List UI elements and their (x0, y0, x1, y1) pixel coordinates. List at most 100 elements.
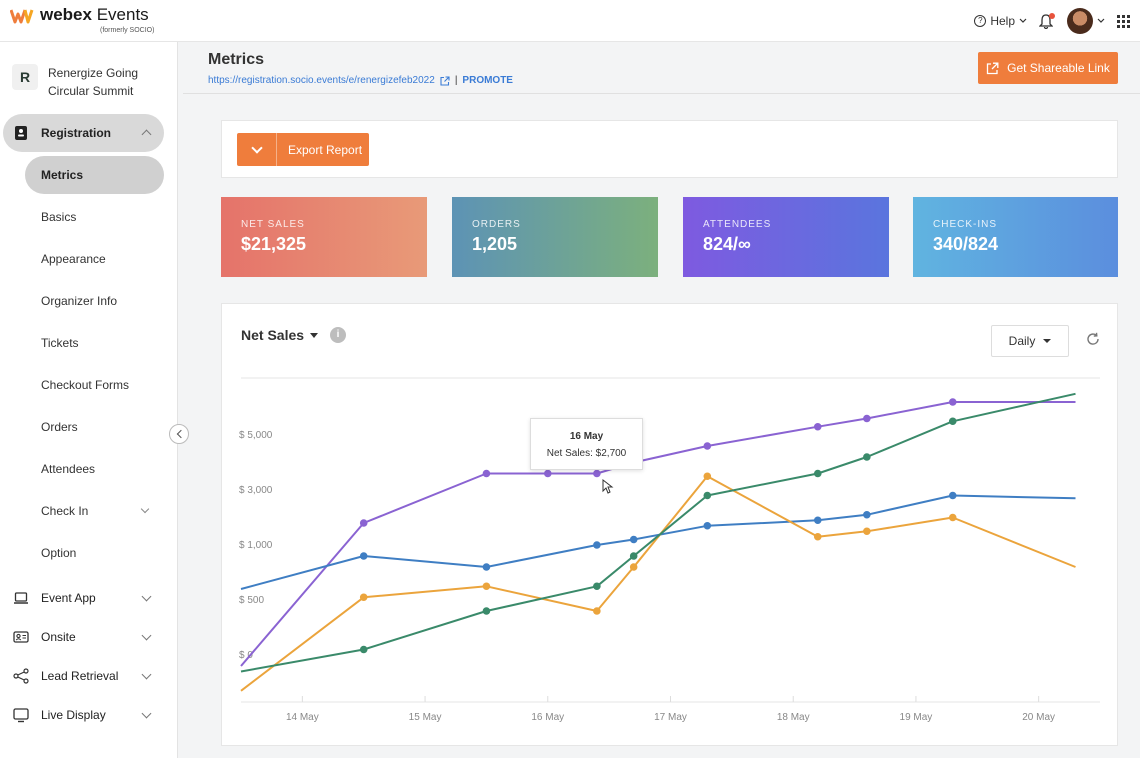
notifications-button[interactable] (1038, 13, 1055, 30)
refresh-icon[interactable] (1086, 332, 1100, 346)
data-point[interactable] (863, 510, 871, 519)
data-point[interactable] (703, 442, 712, 450)
tooltip-value: Net Sales: $2,700 (546, 448, 627, 459)
sidebar-item-orders[interactable]: Orders (41, 420, 78, 434)
data-point[interactable] (948, 417, 957, 426)
data-point[interactable] (948, 513, 957, 522)
brand-subtitle: (formerly SOCIO) (100, 27, 155, 34)
info-icon[interactable]: i (330, 327, 347, 343)
sidebar-item-attendees[interactable]: Attendees (41, 462, 96, 476)
data-point[interactable] (813, 516, 822, 525)
data-point[interactable] (593, 469, 601, 478)
stat-label: ATTENDEES (703, 219, 772, 230)
help-menu[interactable]: ? Help (974, 14, 1027, 28)
chevron-down-icon (250, 141, 263, 154)
data-point[interactable] (813, 532, 822, 541)
chevron-down-icon (141, 669, 152, 680)
export-options-dropdown[interactable] (237, 133, 277, 166)
data-point[interactable] (813, 469, 822, 478)
stat-value: 824/∞ (703, 234, 751, 254)
report-toolbar: Export Report (221, 120, 1118, 178)
data-point[interactable] (863, 414, 871, 423)
webex-logo-icon (10, 9, 34, 24)
chevron-down-icon (141, 708, 152, 719)
data-point[interactable] (593, 582, 601, 591)
stat-label: NET SALES (241, 219, 305, 230)
chart-metric-selector[interactable]: Net Sales i (241, 327, 347, 343)
badge-icon (13, 631, 29, 643)
y-tick-label: $ 500 (239, 595, 264, 606)
sidebar-item-check-in[interactable]: Check In (25, 492, 164, 530)
data-point[interactable] (703, 491, 712, 500)
data-point[interactable] (863, 527, 871, 536)
data-point[interactable] (703, 521, 712, 530)
net-sales-chart: $ 0 $ 500 $ 1,000 $ 3,000 $ 5,000 14 May 15 Ma… (239, 377, 1100, 723)
sidebar-section-registration[interactable]: Registration (3, 114, 164, 152)
data-point[interactable] (482, 582, 491, 591)
x-tick-label: 15 May (409, 712, 442, 723)
sidebar-section-live-display[interactable]: Live Display (3, 696, 164, 734)
caret-down-icon (310, 332, 319, 338)
event-url-link[interactable]: https://registration.socio.events/e/rene… (208, 75, 435, 86)
net-sales-chart-card: $ 0 $ 500 $ 1,000 $ 3,000 $ 5,000 14 May 15 Ma… (221, 303, 1118, 746)
data-point[interactable] (359, 645, 368, 654)
promote-link[interactable]: PROMOTE (462, 75, 513, 86)
chevron-down-icon (141, 591, 152, 602)
data-point[interactable] (543, 469, 552, 478)
stat-card-orders: ORDERS 1,205 (452, 197, 658, 277)
data-point[interactable] (359, 593, 368, 602)
collapse-sidebar-button[interactable] (169, 424, 189, 444)
data-point[interactable] (482, 607, 491, 615)
data-point[interactable] (482, 469, 491, 478)
sidebar-item-metrics[interactable]: Metrics (25, 156, 164, 194)
y-tick-label: $ 1,000 (239, 540, 273, 551)
get-shareable-link-button[interactable]: Get Shareable Link (978, 52, 1118, 84)
data-point[interactable] (629, 552, 638, 560)
bell-icon (1038, 14, 1054, 30)
stat-card-check-ins: CHECK-INS 340/824 (913, 197, 1118, 277)
chevron-down-icon (141, 630, 152, 641)
data-point[interactable] (948, 398, 957, 406)
sidebar-item-organizer-info[interactable]: Organizer Info (41, 294, 118, 308)
series-line-2 (240, 475, 1076, 692)
page-header: Metrics https://registration.socio.event… (183, 42, 1140, 94)
data-point[interactable] (863, 453, 871, 461)
data-point[interactable] (593, 607, 601, 615)
sidebar-section-onsite[interactable]: Onsite (3, 618, 164, 656)
sidebar-section-event-app[interactable]: Event App (3, 579, 164, 617)
notification-dot (1049, 13, 1055, 19)
apps-grid-icon[interactable] (1117, 14, 1130, 28)
data-point[interactable] (359, 519, 368, 527)
stat-label: ORDERS (472, 219, 521, 230)
data-point[interactable] (629, 563, 638, 571)
y-tick-label: $ 0 (239, 650, 253, 661)
help-label: Help (990, 14, 1015, 28)
export-report-button[interactable]: Export Report (237, 133, 369, 166)
stat-label: CHECK-INS (933, 219, 998, 230)
data-point[interactable] (703, 472, 712, 481)
data-point[interactable] (482, 563, 491, 571)
sidebar-item-basics[interactable]: Basics (41, 210, 77, 224)
series-line-1 (240, 494, 1076, 590)
data-point[interactable] (813, 422, 822, 431)
sidebar-item-checkout-forms[interactable]: Checkout Forms (41, 378, 130, 392)
external-link-icon (986, 62, 999, 74)
data-point[interactable] (629, 535, 638, 544)
sidebar-item-option[interactable]: Option (41, 546, 77, 560)
data-point[interactable] (359, 552, 368, 560)
event-logo: R (12, 64, 38, 90)
external-link-icon[interactable] (440, 75, 450, 86)
sidebar-item-tickets[interactable]: Tickets (41, 336, 79, 350)
sidebar-item-appearance[interactable]: Appearance (41, 252, 106, 266)
event-selector[interactable]: R Renergize Going Circular Summit (12, 64, 158, 100)
sidebar-section-lead-retrieval[interactable]: Lead Retrieval (3, 657, 164, 695)
data-point[interactable] (593, 541, 601, 549)
share-nodes-icon (13, 668, 29, 684)
stat-card-attendees: ATTENDEES 824/∞ (683, 197, 889, 277)
period-dropdown[interactable]: Daily (991, 325, 1069, 357)
sidebar: R Renergize Going Circular Summit Regist… (0, 42, 178, 758)
y-tick-label: $ 5,000 (239, 430, 273, 441)
y-tick-label: $ 3,000 (239, 485, 273, 496)
data-point[interactable] (948, 491, 957, 500)
user-menu[interactable] (1067, 8, 1105, 34)
